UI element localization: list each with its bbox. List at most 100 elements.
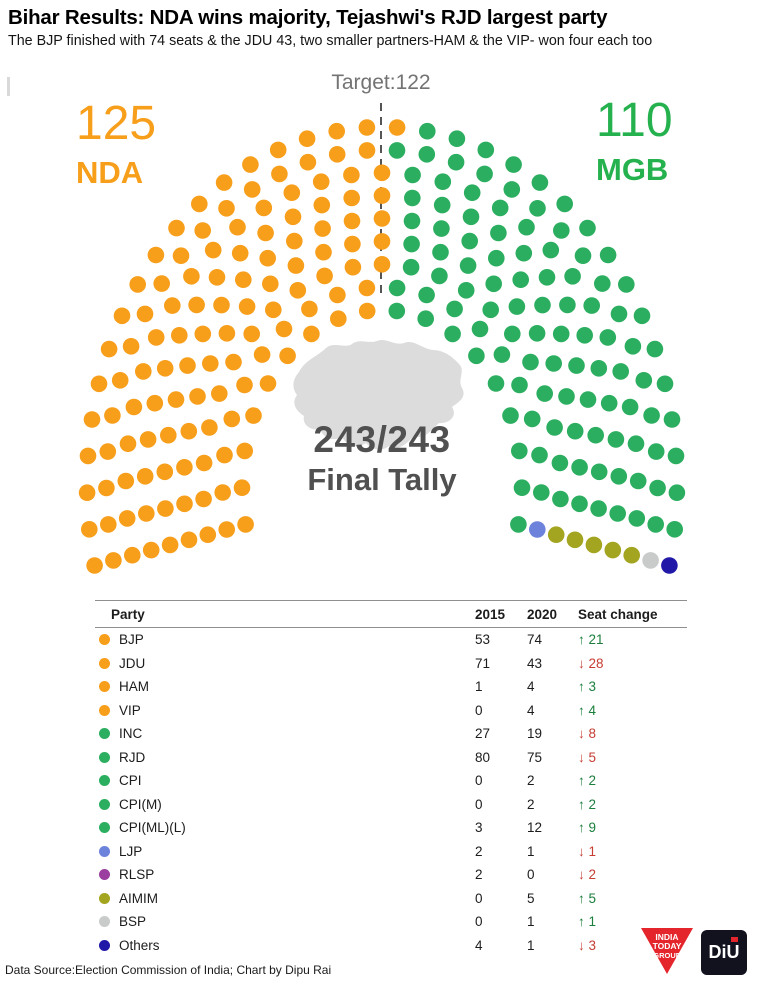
seat-dot xyxy=(599,329,617,346)
seat-dot xyxy=(599,246,617,264)
seat-dot xyxy=(259,249,277,267)
seat-dot xyxy=(225,353,242,371)
seat-dot xyxy=(284,208,302,226)
seat-dot xyxy=(78,484,96,502)
seat-dot xyxy=(231,244,249,262)
seat-dot xyxy=(642,552,659,569)
seat-dot xyxy=(218,200,235,217)
seat-dot xyxy=(111,372,129,389)
seat-dot xyxy=(542,241,560,259)
seats-2015: 0 xyxy=(475,796,483,812)
nda-bloc-label: 125 NDA xyxy=(76,100,156,191)
party-color-dot xyxy=(99,869,110,881)
footer-source: Data Source:Election Commission of India… xyxy=(5,963,332,977)
seat-change: ↓ 8 xyxy=(578,726,597,742)
seat-dot xyxy=(373,164,391,182)
seat-dot xyxy=(485,275,503,293)
table-row: HAM 1 4 ↑ 3 xyxy=(95,675,687,699)
nda-seat-count: 125 xyxy=(76,97,157,150)
seat-dot xyxy=(312,173,330,190)
seats-2020: 5 xyxy=(527,890,535,906)
seat-dot xyxy=(358,142,376,159)
seat-dot xyxy=(344,235,361,253)
party-color-dot xyxy=(99,775,110,787)
seat-dot xyxy=(656,375,674,393)
seat-dot xyxy=(566,422,584,440)
seat-dot xyxy=(164,297,181,314)
seats-2020: 1 xyxy=(527,937,535,953)
seat-dot xyxy=(533,484,550,501)
party-name: HAM xyxy=(119,679,149,695)
seat-dot xyxy=(118,510,136,527)
seat-dot xyxy=(358,279,376,297)
seat-dot xyxy=(104,407,121,424)
seat-dot xyxy=(571,459,588,476)
seats-2020: 19 xyxy=(527,726,543,742)
party-color-dot xyxy=(99,704,110,716)
seat-dot xyxy=(314,220,331,237)
seat-dot xyxy=(271,165,288,183)
seat-dot xyxy=(624,338,642,355)
seat-dot xyxy=(579,391,597,408)
seat-dot xyxy=(113,307,131,325)
seat-dot xyxy=(558,388,575,405)
seat-dot xyxy=(229,218,246,236)
seat-dot xyxy=(528,325,546,342)
seat-dot xyxy=(265,301,282,319)
seat-change: ↑ 5 xyxy=(578,890,597,906)
mgb-name: MGB xyxy=(596,152,669,187)
party-color-dot xyxy=(99,916,110,928)
seat-dot xyxy=(269,141,287,159)
table-header-row: Party 2015 2020 Seat change xyxy=(95,600,687,628)
seat-dot xyxy=(142,541,160,559)
seat-dot xyxy=(618,276,635,293)
seat-dot xyxy=(208,269,226,286)
party-name: CPI(ML)(L) xyxy=(119,820,186,836)
seat-dot xyxy=(99,443,117,460)
seat-dot xyxy=(191,195,208,213)
seat-dot xyxy=(647,516,664,533)
seat-dot xyxy=(461,232,479,250)
seat-dot xyxy=(536,385,553,402)
seats-2015: 0 xyxy=(475,773,483,789)
seat-dot xyxy=(462,208,480,226)
seat-dot xyxy=(566,531,584,549)
seat-dot xyxy=(328,122,346,140)
seat-dot xyxy=(255,199,273,217)
seat-dot xyxy=(574,247,592,264)
seat-dot xyxy=(301,300,318,318)
table-row: CPI(ML)(L) 3 12 ↑ 9 xyxy=(95,816,687,840)
seat-dot xyxy=(79,447,97,465)
column-header-2015: 2015 xyxy=(475,606,506,622)
seat-dot xyxy=(564,268,581,285)
seat-dot xyxy=(477,141,495,159)
page-subtitle: The BJP finished with 74 seats & the JDU… xyxy=(8,33,653,49)
seat-dot xyxy=(534,296,551,314)
seat-dot xyxy=(538,269,556,286)
seat-dot xyxy=(313,196,331,214)
seat-dot xyxy=(610,468,628,485)
seat-dot xyxy=(482,301,500,319)
party-name: BSP xyxy=(119,914,147,930)
seat-change: ↑ 1 xyxy=(578,914,597,930)
seat-dot xyxy=(529,521,546,538)
seat-dot xyxy=(195,490,212,508)
seat-dot xyxy=(242,156,259,173)
seat-change: ↑ 4 xyxy=(578,702,597,718)
seat-dot xyxy=(343,166,360,184)
seat-dot xyxy=(417,310,435,328)
party-name: RLSP xyxy=(119,867,155,883)
seat-dot xyxy=(236,376,253,394)
seat-dot xyxy=(275,320,293,338)
seat-dot xyxy=(590,500,607,517)
seat-dot xyxy=(551,454,569,472)
seat-change: ↑ 21 xyxy=(578,632,604,648)
seats-2020: 74 xyxy=(527,632,543,648)
seats-2015: 1 xyxy=(475,679,483,695)
seat-dot xyxy=(138,505,155,522)
seat-dot xyxy=(245,407,262,424)
seat-dot xyxy=(388,142,406,159)
seat-dot xyxy=(433,220,450,237)
seat-dot xyxy=(235,271,252,289)
seat-dot xyxy=(147,329,165,346)
